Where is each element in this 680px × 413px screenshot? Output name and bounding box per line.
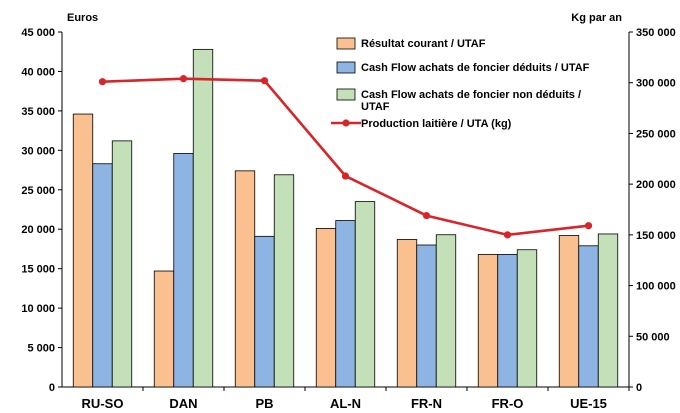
right-tick-label: 100 000: [636, 281, 676, 293]
left-tick-label: 15 000: [21, 264, 55, 276]
legend-label: Cash Flow achats de foncier non déduits …: [361, 89, 581, 113]
right-tick-label: 350 000: [636, 27, 676, 39]
line-point: [503, 231, 512, 239]
bar-series-1: [558, 235, 580, 388]
line-point: [422, 211, 431, 220]
bar-series-1: [72, 113, 94, 388]
left-tick-label: 5 000: [27, 343, 55, 355]
left-axis: 0 5 000 10 000 15 000 20 000 25 000 30 000 35 0…: [21, 27, 629, 394]
legend-swatch: [336, 61, 356, 74]
left-unit-label: Euros: [67, 12, 98, 24]
left-tick-label: 45 000: [21, 27, 55, 39]
legend-swatch: [336, 88, 356, 101]
category-label: PB: [255, 396, 273, 411]
right-unit-label: Kg par an: [571, 12, 622, 24]
category-label: RU-SO: [82, 396, 124, 411]
bar-series-2: [578, 245, 599, 388]
left-tick-label: 30 000: [21, 145, 55, 157]
right-tick-label: 200 000: [636, 179, 676, 191]
bar-series-1: [315, 228, 337, 388]
line-point: [179, 75, 188, 83]
bar-series-3: [435, 234, 457, 388]
left-tick-label: 10 000: [21, 303, 55, 315]
category-label: DAN: [169, 396, 197, 411]
line-point: [341, 172, 350, 180]
bar-series-3: [516, 249, 538, 388]
bar-series-2: [92, 163, 113, 388]
bar-series-3: [111, 140, 133, 388]
left-tick-label: 20 000: [21, 224, 55, 236]
bar-series-3: [273, 174, 295, 388]
right-tick-label: 0: [636, 382, 642, 394]
right-tick-label: 150 000: [636, 230, 676, 242]
left-tick-label: 0: [49, 382, 55, 394]
right-tick-label: 50 000: [636, 331, 670, 343]
category-labels: RU-SO DAN PB AL-N FR-N FR-O UE-15: [82, 387, 630, 411]
bar-series-1: [234, 170, 256, 388]
bar-series-3: [597, 233, 619, 388]
category-label: FR-O: [492, 396, 524, 411]
right-tick-label: 250 000: [636, 128, 676, 140]
bar-series-1: [477, 254, 499, 388]
bar-series-1: [396, 239, 418, 388]
category-label: FR-N: [411, 396, 442, 411]
bar-series-2: [254, 235, 275, 388]
category-label: UE-15: [570, 396, 607, 411]
bar-series-2: [335, 220, 356, 388]
legend-label: Cash Flow achats de foncier déduits / UT…: [361, 62, 590, 74]
left-tick-label: 40 000: [21, 66, 55, 78]
bar-series-2: [497, 254, 518, 388]
line-point: [98, 78, 107, 86]
bar-series-3: [192, 48, 214, 388]
legend-label: Résultat courant / UTAF: [361, 38, 486, 50]
line-series: [98, 75, 593, 239]
legend: Résultat courant / UTAF Cash Flow achats …: [331, 37, 590, 130]
line-point: [260, 77, 269, 85]
bar-series-3: [354, 201, 376, 388]
left-tick-label: 25 000: [21, 185, 55, 197]
legend-swatch: [336, 37, 356, 50]
legend-label: Production laitière / UTA (kg): [361, 118, 512, 130]
category-label: AL-N: [330, 396, 361, 411]
bar-series-2: [416, 244, 437, 388]
bar-series-2: [173, 153, 194, 388]
bar-series-1: [153, 270, 175, 388]
legend-point: [342, 119, 350, 127]
line-point: [584, 222, 593, 230]
right-axis: 0 50 000 100 000 150 000 200 000 250 000 300 0…: [628, 27, 676, 394]
left-tick-label: 35 000: [21, 106, 55, 118]
bars: [72, 48, 619, 388]
right-tick-label: 300 000: [636, 78, 676, 90]
